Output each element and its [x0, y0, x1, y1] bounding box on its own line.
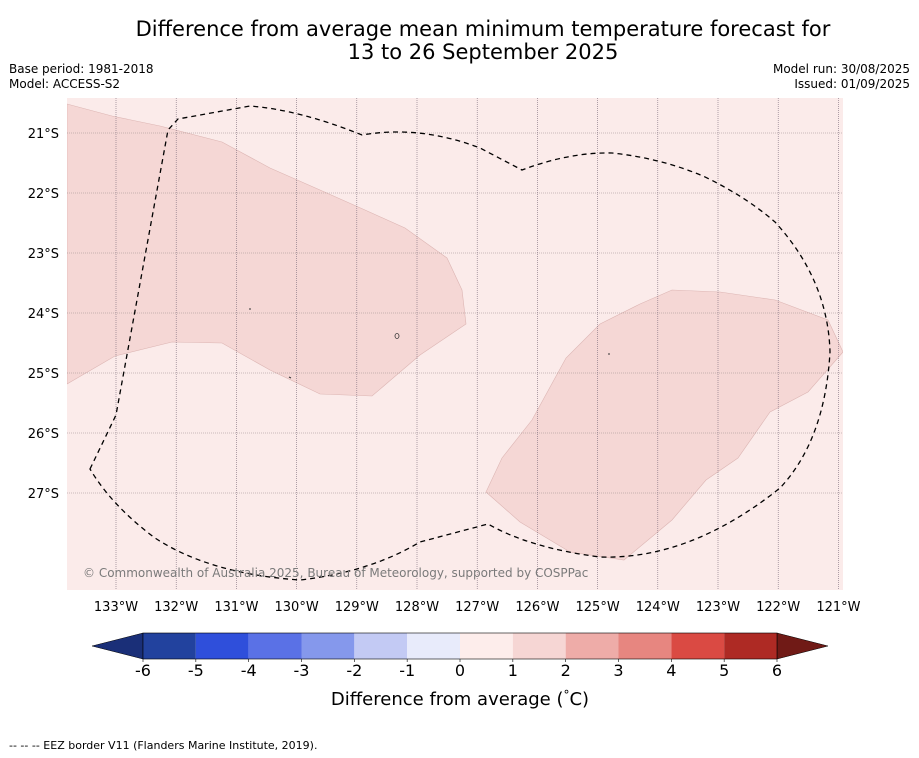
map-title-line2: 13 to 26 September 2025	[347, 40, 619, 64]
colorbar-segment	[460, 633, 513, 659]
grid-lines	[67, 98, 843, 590]
colorbar-degree-symbol: °	[563, 688, 569, 702]
colorbar-segment	[301, 633, 355, 659]
longitude-label: 129°W	[335, 600, 379, 615]
colorbar-tick-label: 5	[719, 661, 729, 680]
issued-label: Issued: 01/09/2025	[794, 77, 910, 91]
longitude-label: 123°W	[696, 600, 740, 615]
colorbar-tick-label: -2	[346, 661, 362, 680]
colorbar-segment	[724, 633, 777, 659]
colorbar-tick-label: 4	[666, 661, 676, 680]
colorbar-segment	[671, 633, 725, 659]
colorbar-over-arrow	[776, 632, 829, 660]
colorbar-segment	[565, 633, 619, 659]
colorbar-tick-labels: -6 -5 -4 -3 -2 -1 0 1 2 3 4 5 6	[135, 659, 782, 680]
longitude-label: 132°W	[154, 600, 198, 615]
longitude-label: 125°W	[576, 600, 620, 615]
latitude-labels: 21°S 22°S 23°S 24°S 25°S 26°S 27°S	[28, 127, 59, 502]
colorbar-under-arrow	[91, 632, 144, 660]
colorbar-segment	[618, 633, 672, 659]
latitude-label: 22°S	[28, 187, 59, 202]
map-title: Difference from average mean minimum tem…	[0, 18, 919, 64]
colorbar-tick-label: 1	[508, 661, 518, 680]
colorbar-tick-label: -5	[188, 661, 204, 680]
colorbar-segment	[143, 633, 196, 659]
meta-left: Base period: 1981-2018 Model: ACCESS-S2	[9, 62, 154, 92]
colorbar-tick-label: 3	[613, 661, 623, 680]
colorbar-segment	[407, 633, 460, 659]
latitude-label: 25°S	[28, 367, 59, 382]
colorbar-tick-label: -4	[241, 661, 257, 680]
colorbar-title-text: Difference from average (	[331, 689, 564, 710]
colorbar-segment	[195, 633, 249, 659]
colorbar-tick-label: -6	[135, 661, 151, 680]
model-label: Model: ACCESS-S2	[9, 77, 121, 91]
map-panel: © Commonwealth of Australia 2025, Bureau…	[67, 98, 843, 590]
island-marker	[288, 376, 292, 379]
colorbar-tick-label: 2	[561, 661, 571, 680]
latitude-label: 27°S	[28, 487, 59, 502]
island-marker	[394, 333, 400, 339]
longitude-label: 128°W	[395, 600, 439, 615]
longitude-label: 130°W	[275, 600, 319, 615]
longitude-label: 121°W	[816, 600, 860, 615]
colorbar-segment	[248, 633, 302, 659]
longitude-label: 124°W	[636, 600, 680, 615]
map-markers	[249, 308, 610, 379]
latitude-label: 24°S	[28, 307, 59, 322]
colorbar-tick-label: -1	[399, 661, 415, 680]
colorbar-segment	[354, 633, 408, 659]
colorbar-tick-label: 6	[772, 661, 782, 680]
copyright-notice: © Commonwealth of Australia 2025, Bureau…	[83, 566, 588, 580]
colorbar: -6 -5 -4 -3 -2 -1 0 1 2 3 4 5 6 Difference from aver…	[91, 632, 829, 710]
longitude-label: 131°W	[214, 600, 258, 615]
eez-border-line	[89, 105, 831, 581]
colorbar-segment	[512, 633, 566, 659]
longitude-label: 122°W	[756, 600, 800, 615]
anomaly-region-east	[485, 289, 843, 561]
colorbar-tick-label: -3	[294, 661, 310, 680]
latitude-label: 26°S	[28, 427, 59, 442]
longitude-label: 126°W	[515, 600, 559, 615]
base-period-label: Base period: 1981-2018	[9, 62, 154, 76]
colorbar-unit: C)	[569, 689, 589, 710]
longitude-labels: 133°W 132°W 131°W 130°W 129°W 128°W 127°W 126°W…	[94, 600, 861, 615]
colorbar-segments	[91, 632, 829, 660]
latitude-label: 23°S	[28, 247, 59, 262]
meta-right: Model run: 30/08/2025 Issued: 01/09/2025	[773, 62, 910, 92]
anomaly-region-west	[67, 103, 467, 397]
latitude-label: 21°S	[28, 127, 59, 142]
map-title-line1: Difference from average mean minimum tem…	[135, 17, 831, 41]
colorbar-title: Difference from average (°C)	[331, 688, 589, 710]
longitude-label: 133°W	[94, 600, 138, 615]
model-run-label: Model run: 30/08/2025	[772, 62, 910, 76]
longitude-label: 127°W	[455, 600, 499, 615]
eez-footnote: -- -- -- EEZ border V11 (Flanders Marine…	[9, 739, 318, 752]
colorbar-tick-label: 0	[455, 661, 465, 680]
